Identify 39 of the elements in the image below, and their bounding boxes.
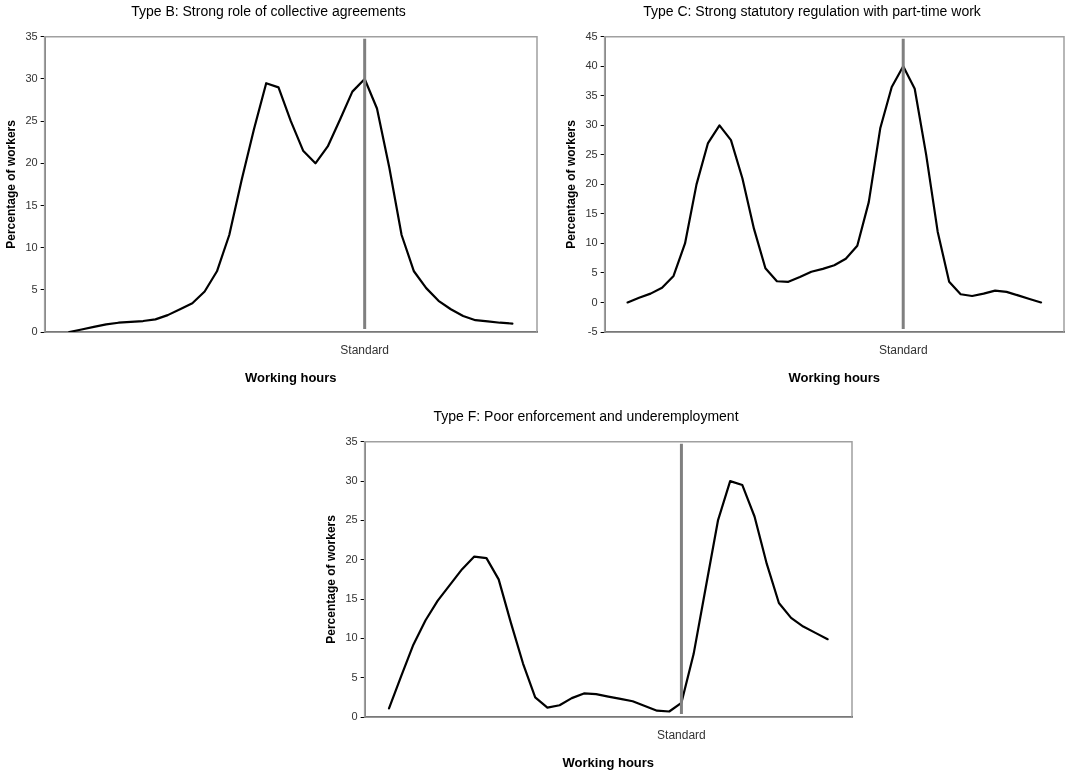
y-tick-label: 20 (585, 177, 598, 190)
y-tick-label: 25 (585, 147, 598, 160)
y-tick-label: 20 (25, 156, 38, 169)
y-tick-label: 0 (31, 325, 38, 338)
y-tick-label: 0 (591, 295, 598, 308)
y-tick-label: 5 (351, 670, 358, 683)
y-tick-label: 10 (345, 631, 358, 644)
chart-title: Type C: Strong statutory regulation with part-time work (643, 3, 982, 20)
y-tick-label: 10 (25, 240, 38, 253)
x-tick-label: Standard (657, 727, 706, 742)
y-tick-label: 5 (591, 265, 598, 278)
y-tick-label: -5 (587, 325, 598, 338)
y-tick-label: 30 (25, 72, 38, 84)
x-tick-label: Standard (340, 342, 390, 357)
y-tick-label: 40 (585, 59, 598, 72)
x-axis-title: Working hours (788, 369, 881, 385)
y-tick-label: 10 (585, 236, 598, 249)
y-tick-label: 0 (351, 710, 358, 723)
y-tick-label: 15 (585, 206, 598, 219)
y-axis-title: Percentage of workers (563, 119, 578, 249)
y-tick-label: 20 (345, 552, 358, 565)
y-tick-label: 45 (585, 29, 598, 42)
y-tick-label: 25 (345, 513, 358, 526)
y-tick-label: 30 (585, 118, 598, 131)
chart-title: Type B: Strong role of collective agreements (131, 3, 406, 20)
y-tick-label: 35 (25, 29, 38, 42)
x-axis-title: Working hours (562, 754, 655, 770)
y-tick-label: 25 (25, 114, 38, 127)
y-tick-label: 35 (585, 88, 598, 101)
y-tick-label: 30 (345, 474, 358, 487)
x-axis-title: Working hours (245, 369, 337, 385)
y-tick-label: 15 (25, 198, 38, 211)
y-axis-title: Percentage of workers (323, 514, 338, 644)
y-tick-label: 5 (31, 282, 38, 295)
y-axis-title: Percentage of workers (3, 119, 18, 249)
x-tick-label: Standard (878, 342, 928, 357)
chart-title: Type F: Poor enforcement and underemployment (433, 408, 739, 425)
y-tick-label: 35 (345, 434, 358, 447)
y-tick-label: 15 (345, 592, 358, 605)
